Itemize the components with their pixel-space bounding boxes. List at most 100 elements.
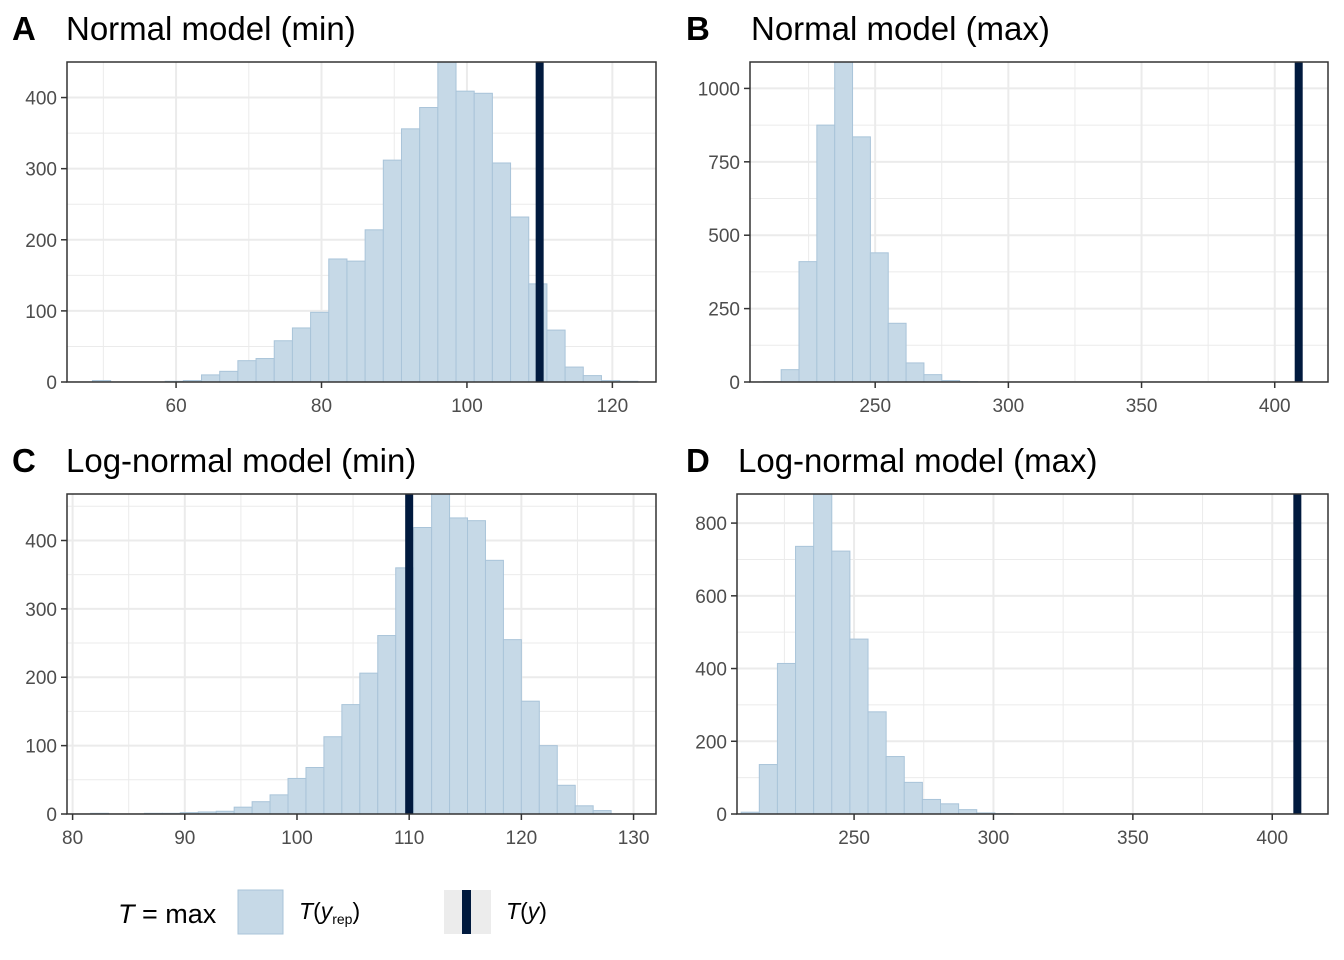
panel-border <box>66 61 657 383</box>
x-tick-label: 80 <box>62 828 83 849</box>
histogram-bar <box>400 128 421 382</box>
panel-title: Normal model (max) <box>751 10 1050 47</box>
histogram-bar <box>323 736 343 814</box>
histogram-bars <box>91 62 639 382</box>
x-tick-label: 120 <box>597 396 629 417</box>
y-tick-label: 200 <box>25 668 57 689</box>
legend-rep-swatch <box>237 889 284 935</box>
y-tick-label: 500 <box>708 226 740 247</box>
x-tick-label: 130 <box>618 828 650 849</box>
y-tick-label: 0 <box>46 373 57 394</box>
y-tick-label: 100 <box>25 737 57 758</box>
histogram-bar <box>251 801 271 814</box>
panel-b: B Normal model (max) 250 300 350 400 0 250 500 75… <box>686 10 1329 417</box>
histogram-bars <box>740 494 1014 814</box>
y-tick-label: 200 <box>25 231 57 252</box>
y-tick-label: 400 <box>25 89 57 110</box>
histogram-bar <box>510 216 530 382</box>
histogram-bar <box>219 370 239 382</box>
x-tick-label: 110 <box>394 828 424 849</box>
histogram-bar <box>795 545 815 814</box>
x-tick-label: 300 <box>978 828 1010 849</box>
legend-rep-close: ) <box>352 898 360 924</box>
x-tick-label: 250 <box>859 396 891 417</box>
x-tick-label: 300 <box>993 396 1025 417</box>
histogram-bar <box>776 662 797 814</box>
axes: 80 90 100 110 120 130 0 100 200 300 400 <box>25 531 649 849</box>
histogram-bar <box>377 635 397 814</box>
x-tick-label: 100 <box>451 396 483 417</box>
histogram-bar <box>341 704 361 814</box>
histogram-bar <box>287 777 307 814</box>
panel-border <box>66 493 657 815</box>
x-tick-label: 90 <box>174 828 195 849</box>
histogram-bar <box>887 322 907 382</box>
legend-obs-swatch <box>462 890 471 934</box>
x-tick-label: 250 <box>838 828 870 849</box>
histogram-bar <box>419 107 439 382</box>
histogram-bar <box>867 711 887 814</box>
histogram-bar <box>437 62 457 382</box>
panel-title: Log-normal model (max) <box>738 442 1097 479</box>
panel-letter: C <box>12 442 36 479</box>
histogram-bar <box>201 374 221 382</box>
legend-rep-label: T(yrep) <box>299 898 360 927</box>
y-tick-label: 800 <box>695 514 727 535</box>
histogram-bar <box>484 559 504 814</box>
panel-letter: A <box>12 10 36 47</box>
x-tick-label: 80 <box>311 396 332 417</box>
y-tick-label: 250 <box>708 300 740 321</box>
axes: 60 80 100 120 0 100 200 300 400 <box>25 89 628 417</box>
x-tick-label: 350 <box>1117 828 1149 849</box>
y-tick-label: 200 <box>695 732 727 753</box>
histogram-bar <box>834 62 854 382</box>
histogram-bar <box>940 803 960 814</box>
histogram-bar <box>798 261 818 382</box>
y-tick-label: 1000 <box>698 79 740 100</box>
histogram-bar <box>310 311 330 382</box>
y-tick-label: 100 <box>25 302 57 323</box>
histogram-bar <box>780 369 800 382</box>
histogram-bar <box>233 806 253 814</box>
legend-obs-y: y <box>526 898 541 924</box>
histogram-bar <box>849 638 869 814</box>
x-tick-label: 120 <box>506 828 538 849</box>
y-tick-label: 0 <box>729 373 740 394</box>
x-tick-label: 350 <box>1126 396 1158 417</box>
x-tick-label: 400 <box>1256 828 1288 849</box>
histogram-bar <box>520 700 540 814</box>
legend-stat-label: T = max <box>118 899 217 929</box>
histogram-bar <box>816 124 836 382</box>
panel-title: Log-normal model (min) <box>66 442 416 479</box>
legend-rep-subscript: rep <box>332 911 352 927</box>
histogram-bar <box>852 136 871 382</box>
histogram-bars <box>90 494 612 814</box>
axes: 250 300 350 400 0 200 400 600 800 <box>695 514 1288 849</box>
legend: T = max T(yrep) T(y) <box>118 889 547 935</box>
histogram-bar <box>449 517 469 814</box>
panel-letter: B <box>686 10 710 47</box>
histogram-bar <box>413 527 433 814</box>
histogram-bar <box>305 767 325 814</box>
histogram-bar <box>903 781 923 814</box>
histogram-bar <box>291 327 312 382</box>
histogram-bar <box>502 639 522 814</box>
panels: A Normal model (min) 60 80 100 120 0 100 200 300 4… <box>12 10 1329 849</box>
histogram-bar <box>431 494 451 814</box>
histogram-bar <box>491 162 512 382</box>
legend-stat-equals: = max <box>135 899 217 929</box>
histogram-bar <box>538 745 558 814</box>
y-tick-label: 600 <box>695 587 727 608</box>
legend-stat-symbol: T <box>118 899 137 929</box>
panel-c: C Log-normal model (min) 80 90 100 110 120 130 0… <box>12 442 657 849</box>
histogram-bar <box>574 805 594 814</box>
histogram-bar <box>556 784 576 814</box>
histogram-bar <box>923 374 943 382</box>
y-tick-label: 400 <box>25 531 57 552</box>
histogram-bar <box>582 375 602 382</box>
histogram-bar <box>813 494 833 814</box>
x-tick-label: 400 <box>1259 396 1291 417</box>
panel-title: Normal model (min) <box>66 10 356 47</box>
panel-a: A Normal model (min) 60 80 100 120 0 100 200 300 4… <box>12 10 657 417</box>
